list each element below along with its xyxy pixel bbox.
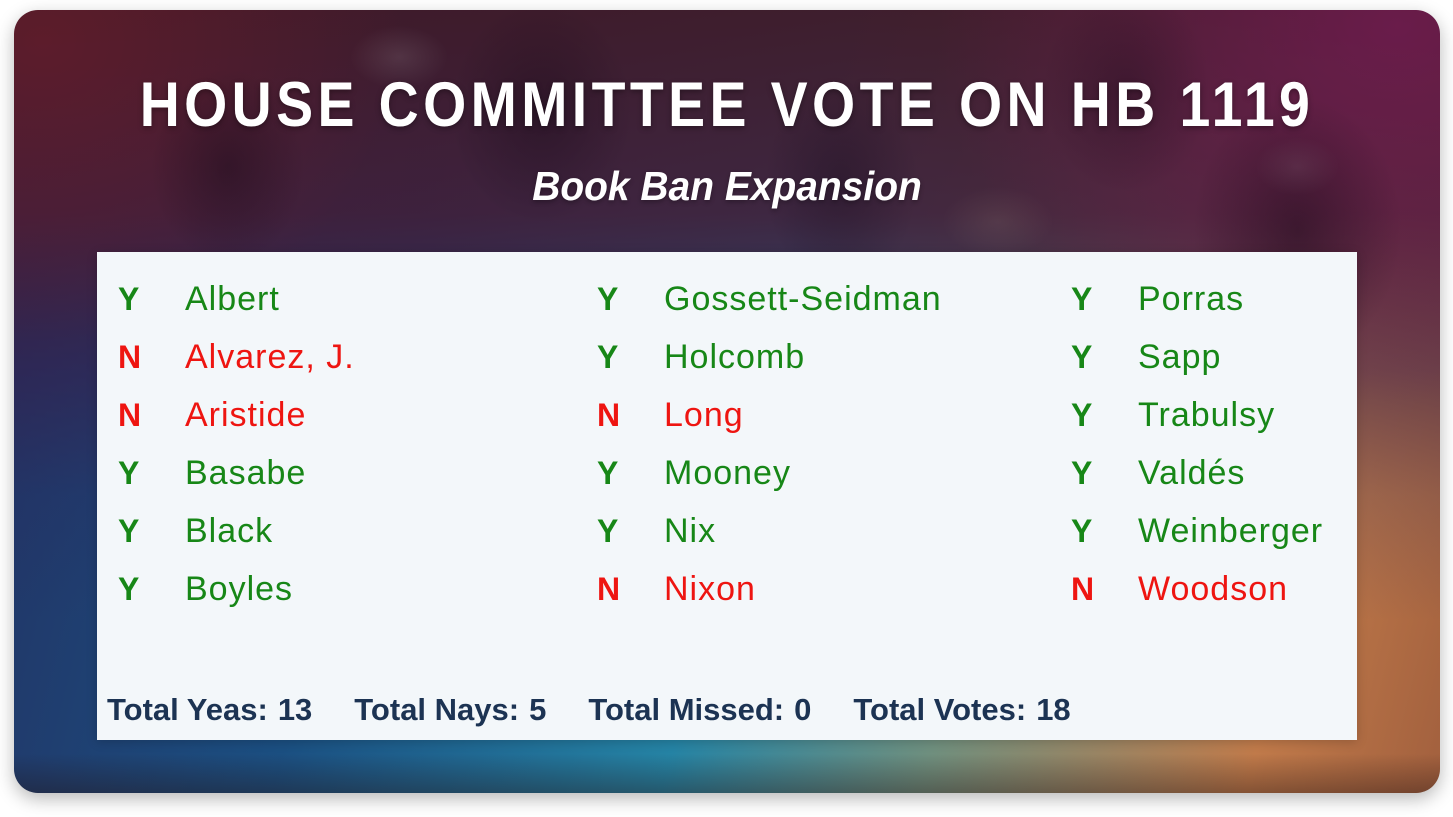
legislator-name: Boyles	[185, 569, 294, 608]
vote-letter: Y	[1071, 396, 1093, 433]
vote-letter: Y	[1071, 338, 1093, 375]
total-label: Total Yeas:	[107, 692, 268, 727]
legislator-name: Aristide	[185, 395, 307, 434]
vote-letter: N	[118, 338, 142, 375]
total-value: 0	[794, 692, 812, 727]
legislator-name: Holcomb	[664, 337, 806, 376]
total-value: 13	[277, 692, 313, 727]
legislator-name: Nix	[664, 511, 717, 550]
vote-row: N Aristide	[118, 386, 355, 444]
vote-letter: Y	[597, 454, 619, 491]
vote-row: Y Valdés	[1071, 444, 1323, 502]
vote-row: Y Albert	[118, 270, 355, 328]
vote-row: Y Trabulsy	[1071, 386, 1323, 444]
vote-row: Y Holcomb	[597, 328, 942, 386]
vote-infographic-card: HOUSE COMMITTEE VOTE ON HB 1119 Book Ban…	[14, 10, 1440, 793]
vote-row: Y Weinberger	[1071, 502, 1323, 560]
vote-panel: Y Albert N Alvarez, J. N Aristide Y Basa…	[97, 252, 1357, 740]
vote-row: Y Porras	[1071, 270, 1323, 328]
vote-letter: Y	[1071, 512, 1093, 549]
total-label: Total Nays:	[354, 692, 520, 727]
vote-row: Y Nix	[597, 502, 942, 560]
legislator-name: Weinberger	[1138, 511, 1324, 550]
total-label: Total Missed:	[588, 692, 785, 727]
legislator-name: Trabulsy	[1138, 395, 1276, 434]
legislator-name: Gossett-Seidman	[664, 279, 942, 318]
legislator-name: Porras	[1138, 279, 1245, 318]
total-value: 5	[529, 692, 547, 727]
vote-row: Y Black	[118, 502, 355, 560]
total-nays: Total Nays: 5	[354, 692, 546, 728]
vote-row: Y Basabe	[118, 444, 355, 502]
total-value: 18	[1036, 692, 1071, 727]
legislator-name: Basabe	[185, 453, 307, 492]
vote-row: Y Gossett-Seidman	[597, 270, 942, 328]
total-label: Total Votes:	[853, 692, 1027, 727]
vote-column-3: Y Porras Y Sapp Y Trabulsy Y Valdés Y We…	[1071, 270, 1323, 618]
total-yeas: Total Yeas: 13	[107, 692, 312, 728]
vote-row: N Woodson	[1071, 560, 1323, 618]
vote-letter: Y	[118, 280, 140, 317]
vote-letter: N	[597, 570, 621, 607]
vote-row: Y Mooney	[597, 444, 942, 502]
vote-letter: Y	[118, 454, 140, 491]
vote-letter: Y	[597, 280, 619, 317]
legislator-name: Albert	[185, 279, 280, 318]
totals-bar: Total Yeas: 13 Total Nays: 5 Total Misse…	[107, 692, 1071, 728]
vote-letter: N	[1071, 570, 1095, 607]
legislator-name: Valdés	[1138, 453, 1246, 492]
total-votes: Total Votes: 18	[853, 692, 1070, 728]
vote-row: N Alvarez, J.	[118, 328, 355, 386]
legislator-name: Mooney	[664, 453, 791, 492]
vote-column-1: Y Albert N Alvarez, J. N Aristide Y Basa…	[118, 270, 355, 618]
legislator-name: Sapp	[1138, 337, 1222, 376]
vote-column-2: Y Gossett-Seidman Y Holcomb N Long Y Moo…	[597, 270, 942, 618]
legislator-name: Long	[664, 395, 744, 434]
vote-letter: Y	[118, 512, 140, 549]
page-title: HOUSE COMMITTEE VOTE ON HB 1119	[139, 70, 1315, 140]
vote-letter: Y	[1071, 280, 1093, 317]
legislator-name: Alvarez, J.	[185, 337, 355, 376]
vote-letter: Y	[118, 570, 140, 607]
vote-row: Y Sapp	[1071, 328, 1323, 386]
vote-row: N Nixon	[597, 560, 942, 618]
vote-letter: N	[118, 396, 142, 433]
vote-row: N Long	[597, 386, 942, 444]
vote-letter: Y	[1071, 454, 1093, 491]
vote-row: Y Boyles	[118, 560, 355, 618]
legislator-name: Nixon	[664, 569, 756, 608]
legislator-name: Woodson	[1138, 569, 1289, 608]
vote-letter: Y	[597, 512, 619, 549]
total-missed: Total Missed: 0	[588, 692, 811, 728]
vote-letter: N	[597, 396, 621, 433]
page-subtitle: Book Ban Expansion	[532, 163, 922, 209]
vote-letter: Y	[597, 338, 619, 375]
legislator-name: Black	[185, 511, 274, 550]
